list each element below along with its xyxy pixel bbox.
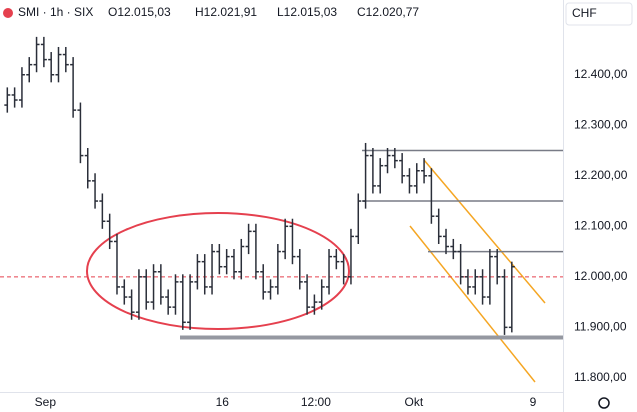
plot: [0, 36, 563, 340]
symbol-icon: [3, 8, 13, 18]
y-tick-label: 12.300,00: [574, 117, 628, 131]
ohlc-label: L12.015,03: [277, 5, 337, 19]
y-tick-label: 12.000,00: [574, 269, 628, 283]
y-tick-label: 12.400,00: [574, 67, 628, 81]
currency-button[interactable]: [565, 2, 633, 26]
channel-line: [423, 159, 546, 304]
y-tick-label: 12.100,00: [574, 218, 628, 232]
ellipse-drawing: [86, 212, 350, 330]
ohlc-label: H12.021,91: [195, 5, 257, 19]
x-tick-label: Okt: [405, 395, 424, 409]
x-tick-label: 16: [216, 395, 230, 409]
symbol-title: SMI · 1h · SIX: [18, 5, 93, 19]
ohlc-label: C12.020,77: [357, 5, 419, 19]
x-tick-label: 12:00: [301, 395, 331, 409]
currency-label[interactable]: CHF: [572, 6, 597, 20]
y-tick-label: 11.800,00: [574, 370, 627, 384]
x-tick-label: 9: [530, 395, 537, 409]
x-tick-label: Sep: [35, 395, 57, 409]
y-tick-label: 11.900,00: [574, 320, 627, 334]
ohlc-label: O12.015,03: [108, 5, 171, 19]
y-tick-label: 12.200,00: [574, 168, 628, 182]
settings-icon[interactable]: [598, 397, 610, 409]
